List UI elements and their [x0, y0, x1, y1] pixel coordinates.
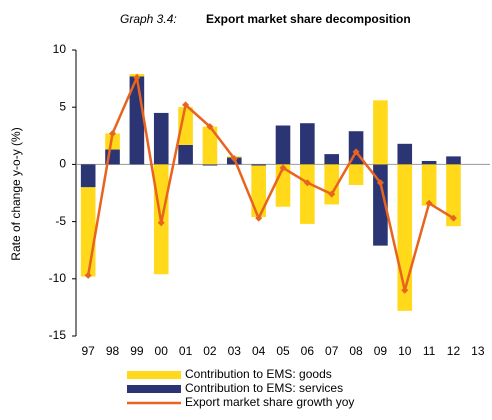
bar	[373, 100, 388, 165]
line-marker	[230, 155, 238, 163]
legend-swatch	[127, 385, 181, 393]
line-marker	[328, 190, 336, 198]
bar	[300, 123, 315, 165]
bar	[202, 126, 218, 165]
x-tick-label: 97	[81, 344, 95, 358]
legend-swatch	[127, 371, 181, 379]
line-marker	[182, 101, 190, 109]
x-tick-label: 04	[252, 344, 266, 358]
bar	[251, 165, 266, 218]
line-marker	[352, 148, 360, 156]
bar	[80, 187, 96, 277]
x-tick-label: 09	[374, 344, 388, 358]
line-marker	[206, 123, 214, 131]
bar	[421, 164, 437, 206]
chart-title: Export market share decomposition	[206, 12, 411, 26]
x-tick-label: 06	[301, 344, 315, 358]
bar	[446, 164, 461, 227]
line-marker	[425, 199, 433, 207]
line-marker	[133, 73, 141, 81]
x-tick-label: 11	[423, 344, 436, 358]
x-tick-label: 07	[325, 344, 339, 358]
y-tick-label: -10	[49, 271, 67, 285]
bar	[300, 164, 315, 224]
x-tick-label: 01	[179, 344, 193, 358]
y-tick-label: 0	[59, 157, 66, 171]
bar	[80, 164, 96, 188]
line-marker	[449, 214, 457, 222]
x-tick-label: 12	[447, 344, 461, 358]
bar	[153, 112, 169, 165]
bar	[275, 125, 291, 165]
x-tick-label: 10	[398, 344, 412, 358]
bar	[421, 160, 437, 165]
legend-label: Contribution to EMS: services	[185, 381, 343, 395]
x-tick-label: 08	[349, 344, 363, 358]
bar	[324, 164, 340, 205]
x-tick-label: 03	[228, 344, 242, 358]
line-marker	[401, 286, 409, 294]
bar	[105, 133, 120, 150]
line-marker	[255, 214, 263, 222]
line-marker	[109, 130, 117, 138]
bar	[251, 164, 266, 166]
x-tick-label: 98	[106, 344, 120, 358]
y-axis-label: Rate of change y-o-y (%)	[9, 127, 23, 260]
y-tick-label: 5	[59, 99, 66, 113]
bar	[348, 164, 364, 185]
legend-label: Export market share growth yoy	[185, 395, 354, 409]
bar	[324, 154, 340, 165]
x-tick-label: 13	[471, 344, 485, 358]
bar	[446, 156, 461, 165]
line-marker	[376, 179, 384, 187]
y-tick-label: 10	[53, 42, 67, 56]
y-tick-label: -5	[55, 214, 66, 228]
bar	[373, 164, 388, 246]
bar	[202, 164, 218, 166]
line	[86, 73, 455, 291]
chart-title-prefix: Graph 3.4:	[120, 12, 177, 26]
y-tick-label: -15	[49, 328, 67, 342]
x-tick-label: 02	[203, 344, 217, 358]
line-marker	[279, 164, 287, 172]
legend-label: Contribution to EMS: goods	[185, 367, 332, 381]
bar	[397, 143, 413, 165]
line-marker	[303, 179, 311, 187]
line-marker	[84, 271, 92, 279]
line-marker	[157, 219, 165, 227]
bar	[178, 144, 193, 165]
x-tick-label: 05	[276, 344, 290, 358]
x-tick-label: 99	[130, 344, 144, 358]
x-tick-label: 00	[155, 344, 169, 358]
